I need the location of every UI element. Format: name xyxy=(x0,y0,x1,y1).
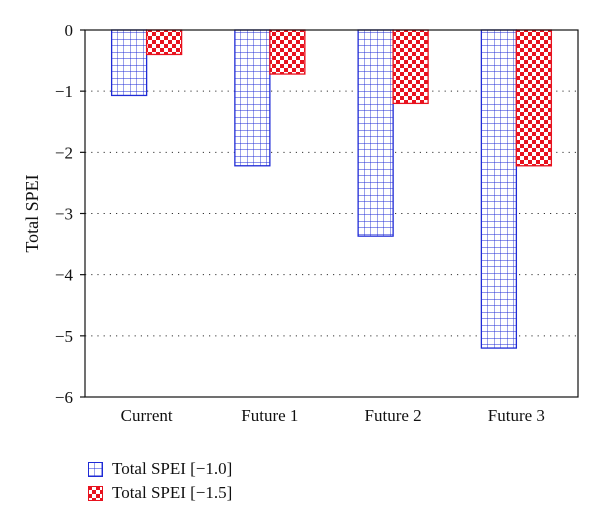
bars xyxy=(110,29,553,349)
legend-label: Total SPEI [−1.0] xyxy=(112,459,233,478)
x-tick-label: Future 2 xyxy=(365,406,422,425)
y-tick-label: 0 xyxy=(65,21,74,40)
y-tick-label: −3 xyxy=(55,205,73,224)
legend-item-series-2: Total SPEI [−1.5] xyxy=(88,481,232,505)
legend-item-series-1: Total SPEI [−1.0] xyxy=(88,457,232,481)
bar-series-1-current xyxy=(110,29,148,97)
y-tick-label: −6 xyxy=(55,388,73,407)
legend-swatch-checker xyxy=(88,485,103,501)
legend-swatch-grid xyxy=(88,461,103,477)
bar-series-2-future-2 xyxy=(392,29,429,105)
y-tick-label: −1 xyxy=(55,82,73,101)
y-tick-label: −5 xyxy=(55,327,73,346)
bar-series-2-future-3 xyxy=(515,29,553,167)
y-axis-title: Total SPEI xyxy=(22,174,42,252)
axis-ticks: 0 −1 −2 −3 −4 −5 −6 Current Future 1 Future 2 Futu… xyxy=(55,21,545,425)
bar-series-2-future-1 xyxy=(269,29,306,75)
bar-series-1-future-1 xyxy=(234,29,271,167)
y-tick-label: −2 xyxy=(55,143,73,162)
bar-series-1-future-2 xyxy=(357,29,394,237)
x-tick-label: Future 3 xyxy=(488,406,545,425)
bar-series-2-current xyxy=(145,29,183,56)
y-tick-label: −4 xyxy=(55,266,74,285)
legend: Total SPEI [−1.0] Total SPEI [−1.5] xyxy=(88,457,232,505)
legend-label: Total SPEI [−1.5] xyxy=(112,483,233,502)
x-tick-label: Current xyxy=(121,406,173,425)
bar-series-1-future-3 xyxy=(480,29,518,349)
x-tick-label: Future 1 xyxy=(241,406,298,425)
